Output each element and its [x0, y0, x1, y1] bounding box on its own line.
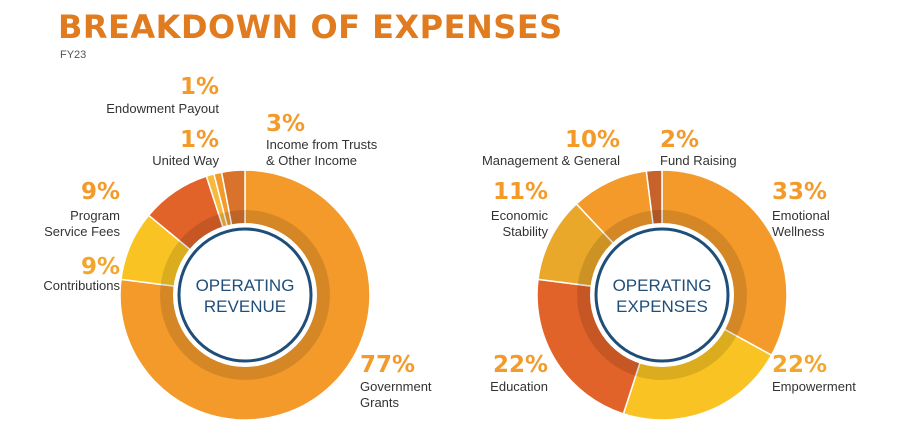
value-label-expenses-2: 22% — [493, 352, 548, 378]
center-label-revenue-1: REVENUE — [204, 297, 286, 316]
value-label-expenses-1: 22% — [772, 352, 827, 378]
category-label-revenue-4-0: Endowment Payout — [106, 101, 219, 116]
category-label-expenses-3-0: Economic — [491, 208, 549, 223]
value-label-revenue-0: 77% — [360, 352, 415, 378]
category-label-revenue-2-1: Service Fees — [44, 224, 120, 239]
category-label-revenue-1-0: Contributions — [43, 278, 120, 293]
category-label-expenses-5-0: Fund Raising — [660, 153, 737, 168]
category-label-expenses-0-0: Emotional — [772, 208, 830, 223]
value-label-revenue-1: 9% — [81, 254, 120, 280]
value-label-revenue-5: 3% — [266, 111, 305, 137]
category-label-expenses-0-1: Wellness — [772, 224, 825, 239]
value-label-revenue-4: 1% — [180, 74, 219, 100]
value-label-expenses-3: 11% — [493, 179, 548, 205]
donut-revenue: OPERATINGREVENUE77%GovernmentGrants9%Con… — [43, 74, 432, 421]
center-label-revenue-0: OPERATING — [196, 276, 295, 295]
category-label-expenses-2-0: Education — [490, 379, 548, 394]
category-label-revenue-5-1: & Other Income — [266, 153, 357, 168]
value-label-expenses-0: 33% — [772, 179, 827, 205]
category-label-expenses-4-0: Management & General — [482, 153, 620, 168]
category-label-expenses-3-1: Stability — [502, 224, 548, 239]
inner-ring-revenue — [160, 210, 330, 380]
center-circle-revenue — [177, 227, 313, 363]
center-circle-expenses — [594, 227, 730, 363]
category-label-revenue-5-0: Income from Trusts — [266, 137, 378, 152]
page-title: BREAKDOWN OF EXPENSES — [58, 8, 563, 46]
value-label-expenses-5: 2% — [660, 127, 699, 153]
category-label-expenses-1-0: Empowerment — [772, 379, 856, 394]
page-subtitle: FY23 — [60, 49, 87, 61]
value-label-revenue-3: 1% — [180, 127, 219, 153]
category-label-revenue-2-0: Program — [70, 208, 120, 223]
category-label-revenue-0-1: Grants — [360, 395, 400, 410]
inner-ring-expenses — [577, 210, 747, 380]
value-label-revenue-2: 9% — [81, 179, 120, 205]
category-label-revenue-3-0: United Way — [152, 153, 219, 168]
center-label-expenses-0: OPERATING — [613, 276, 712, 295]
value-label-expenses-4: 10% — [565, 127, 620, 153]
center-label-expenses-1: EXPENSES — [616, 297, 708, 316]
category-label-revenue-0-0: Government — [360, 379, 432, 394]
